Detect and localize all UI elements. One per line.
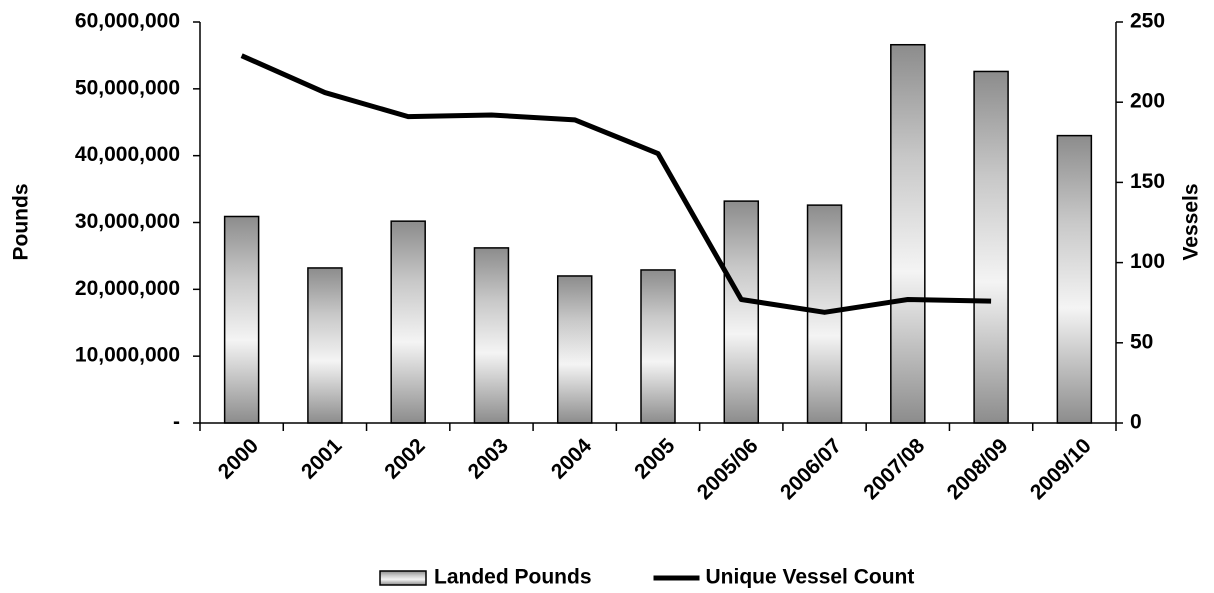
x-tick-label: 2005 (630, 434, 680, 484)
bar (473, 247, 510, 424)
x-tick-label: 2003 (464, 434, 513, 483)
y-tick-label: 20,000,000 (75, 277, 180, 300)
bar (390, 220, 426, 424)
x-tick-label: 2001 (297, 434, 347, 484)
y2-tick-label: 100 (1130, 250, 1165, 273)
legend-swatch (379, 570, 427, 586)
y-tick-label: 10,000,000 (75, 344, 180, 367)
bar (307, 267, 343, 424)
x-tick-label: 2007/08 (859, 434, 929, 504)
y2-tick-label: 200 (1130, 90, 1165, 113)
y2-tick-label: 50 (1130, 330, 1153, 353)
line (240, 53, 992, 315)
bar (973, 70, 1009, 424)
y2-tick-label: 150 (1130, 170, 1165, 193)
x-tick-label: 2002 (380, 434, 429, 483)
y2-tick-label: 250 (1130, 10, 1165, 33)
x-tick-label: 2000 (214, 434, 263, 483)
y-tick-label: 60,000,000 (75, 10, 180, 33)
bar (723, 200, 760, 424)
y2-axis-title: Vessels (1180, 183, 1203, 260)
bar (556, 275, 593, 424)
y-tick-label: 50,000,000 (75, 76, 180, 99)
x-tick-label: 2008/09 (943, 434, 1013, 504)
legend-label: Landed Pounds (434, 566, 592, 589)
bar (1056, 134, 1093, 424)
y-tick-label: - (173, 411, 180, 434)
legend-label: Unique Vessel Count (706, 566, 915, 589)
x-tick-label: 2006/07 (776, 434, 846, 504)
y-axis-title: Pounds (10, 184, 33, 261)
bar (640, 269, 676, 424)
bar (223, 215, 260, 424)
y-tick-label: 40,000,000 (75, 143, 180, 166)
y2-tick-label: 0 (1130, 411, 1142, 434)
x-tick-label: 2009/10 (1026, 434, 1096, 504)
y-tick-label: 30,000,000 (75, 210, 180, 233)
x-tick-label: 2005/06 (693, 434, 763, 504)
x-tick-label: 2004 (547, 434, 597, 484)
bar (890, 43, 926, 424)
